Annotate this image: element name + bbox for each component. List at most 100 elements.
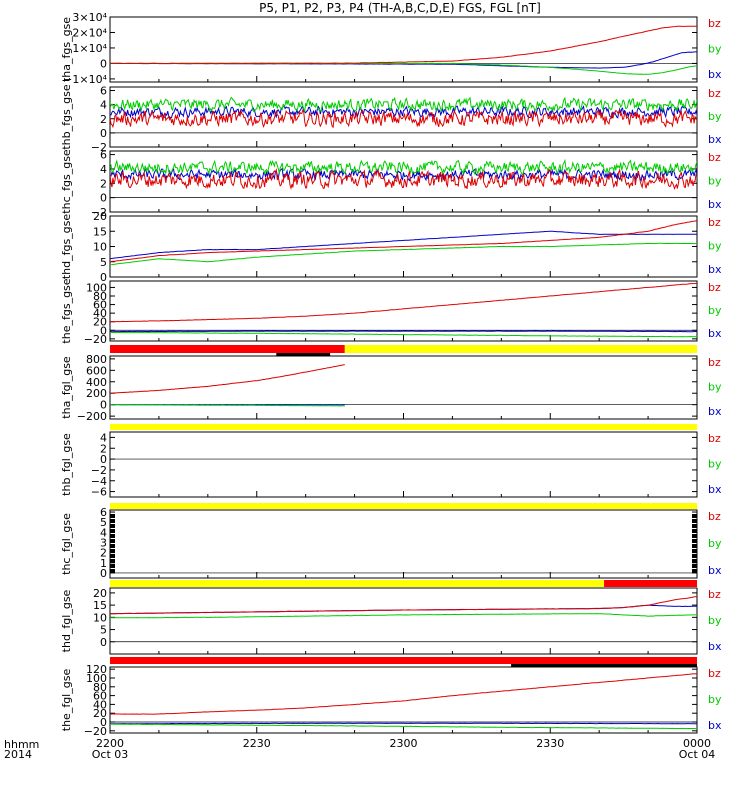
series-bx-line — [110, 722, 697, 725]
y-tick-label: 200 — [86, 387, 107, 400]
y-tick-label: 2 — [100, 177, 107, 190]
legend-by: by — [708, 175, 722, 188]
y-tick-label: 0 — [100, 399, 107, 412]
y-tick-label: 100 — [86, 281, 107, 294]
y-axis-label: thd_fgl_gse — [60, 589, 73, 652]
panel-frame — [109, 431, 698, 498]
y-tick-label: 2 — [100, 113, 107, 126]
y-tick-label: 20 — [93, 316, 107, 329]
y-axis-label: thc_fgl_gse — [60, 513, 73, 575]
y-axis-label: tha_fgl_gse — [60, 356, 73, 419]
y-axis-label: the_fgl_gse — [60, 669, 73, 732]
y-tick-label: 4 — [100, 99, 107, 112]
y-tick-label: 20 — [93, 210, 107, 223]
y-tick-label: 6 — [100, 506, 107, 519]
status-bar-segment — [110, 657, 697, 664]
status-bar-segment — [110, 503, 697, 509]
y-tick-label: 0 — [100, 192, 107, 205]
y-tick-label: 15 — [93, 225, 107, 238]
series-by-line — [110, 613, 697, 619]
series-bx-line — [110, 104, 697, 119]
legend-bz: bz — [708, 17, 721, 30]
legend-by: by — [708, 381, 722, 394]
data-gap-mark — [110, 564, 115, 568]
x-tick-label: 2230 — [243, 737, 271, 750]
y-tick-label: 6 — [100, 85, 107, 98]
legend-bx: bx — [708, 133, 722, 146]
series-group — [110, 282, 697, 338]
legend-bz: bz — [708, 356, 721, 369]
y-axis-label: tha_fgs_gse — [60, 17, 73, 82]
x-date-label: Oct 04 — [679, 748, 716, 761]
y-tick-label: 80 — [93, 290, 107, 303]
series-bz-line — [110, 282, 697, 323]
status-bar-segment — [344, 345, 697, 353]
x-tick-label: 0000 — [683, 737, 711, 750]
y-tick-label: 15 — [93, 599, 107, 612]
y-tick-label: 0 — [100, 57, 107, 70]
series-group — [110, 158, 697, 191]
legend-bx: bx — [708, 640, 722, 653]
legend-bx: bx — [708, 327, 722, 340]
series-group — [110, 364, 345, 407]
y-axis-label: thb_fgs_gse — [60, 84, 73, 150]
data-gap-mark — [110, 544, 115, 548]
panel-thb_fgl_gse: 420−2−4−6 thb_fgl_gse bz by bx — [60, 431, 722, 498]
y-tick-label: −1×10⁴ — [63, 73, 107, 86]
series-bz-line — [110, 168, 697, 191]
series-by-line — [110, 242, 697, 266]
series-bz-line — [110, 25, 697, 65]
legend-bz: bz — [708, 216, 721, 229]
y-tick-label: 0 — [100, 271, 107, 284]
series-bz-line — [110, 673, 697, 715]
y-tick-label: 20 — [93, 707, 107, 720]
y-tick-label: −2 — [91, 206, 107, 219]
year-label: 2014 — [4, 748, 32, 761]
legend-by: by — [708, 693, 722, 706]
series-group — [110, 220, 697, 266]
legend-bz: bz — [708, 510, 721, 523]
y-tick-label: 600 — [86, 364, 107, 377]
series-group — [110, 596, 697, 619]
y-tick-label: 60 — [93, 690, 107, 703]
series-by-line — [110, 62, 697, 75]
y-tick-label: 5 — [100, 624, 107, 637]
legend-bz: bz — [708, 151, 721, 164]
series-bx-line — [110, 167, 697, 183]
data-gap-mark — [110, 519, 115, 523]
status-bar-segment — [511, 664, 697, 667]
legend-by: by — [708, 43, 722, 56]
legend-by: by — [708, 458, 722, 471]
series-by-line — [110, 723, 697, 730]
y-tick-label: 0 — [100, 324, 107, 337]
y-tick-label: 0 — [100, 636, 107, 649]
legend-bx: bx — [708, 198, 722, 211]
series-group — [110, 25, 697, 75]
legend-by: by — [708, 537, 722, 550]
legend-by: by — [708, 304, 722, 317]
legend-bz: bz — [708, 588, 721, 601]
y-tick-label: 5 — [100, 516, 107, 529]
y-tick-label: 120 — [86, 663, 107, 676]
data-gap-mark — [692, 519, 697, 523]
data-gap-mark — [110, 539, 115, 543]
data-gap-mark — [110, 514, 115, 518]
x-tick-label: 2300 — [390, 737, 418, 750]
legend-by: by — [708, 240, 722, 253]
status-bar-segment — [110, 424, 697, 430]
series-by-line — [110, 96, 697, 113]
data-gap-mark — [692, 524, 697, 528]
panel-frame — [109, 587, 698, 655]
legend-by: by — [708, 110, 722, 123]
status-bars — [110, 345, 697, 667]
series-by-line — [110, 404, 345, 407]
y-tick-label: 3 — [100, 536, 107, 549]
y-tick-label: 20 — [93, 587, 107, 600]
